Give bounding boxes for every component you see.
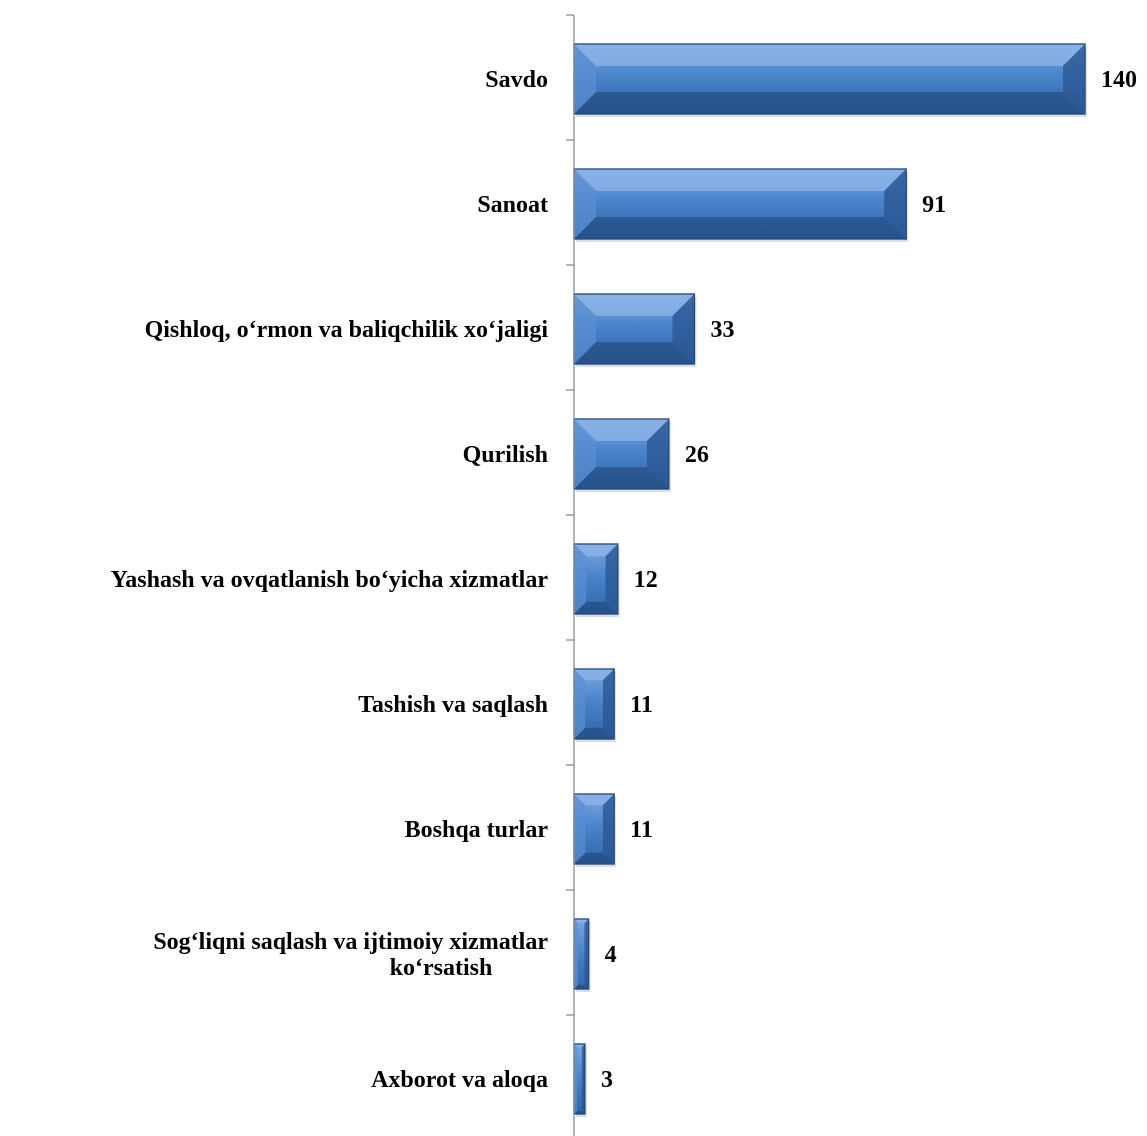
data-label: 11	[630, 692, 653, 718]
category-label: Sanoat	[477, 192, 548, 218]
category-label: Tashish va saqlash	[358, 692, 548, 718]
data-label: 12	[634, 567, 658, 593]
category-label: Sog‘liqni saqlash va ijtimoiy xizmatlar k…	[153, 929, 548, 981]
bar	[573, 168, 909, 242]
bar	[573, 918, 591, 992]
data-label: 140	[1101, 67, 1137, 93]
bar	[573, 543, 620, 617]
data-labels: 140 91 33 26 12 11 11 4 3	[601, 67, 1137, 1093]
bar	[573, 43, 1087, 117]
data-label: 3	[601, 1067, 613, 1093]
category-label: Yashash va ovqatlanish bo‘yicha xizmatla…	[111, 567, 549, 593]
bar	[573, 793, 617, 867]
category-label: Boshqa turlar	[405, 817, 549, 843]
data-label: 4	[605, 942, 617, 968]
category-label: Axborot va aloqa	[371, 1067, 548, 1093]
category-label: Qishloq, o‘rmon va baliqchilik xo‘jaligi	[145, 317, 549, 343]
bars	[573, 43, 1087, 1117]
category-label: Qurilish	[463, 442, 548, 468]
data-label: 33	[710, 317, 734, 343]
category-labels: Savdo Sanoat Qishloq, o‘rmon va baliqchili…	[111, 67, 549, 1093]
data-label: 11	[630, 817, 653, 843]
category-axis	[566, 14, 575, 1136]
category-label: Savdo	[485, 67, 548, 93]
bar	[573, 418, 671, 492]
data-label: 26	[685, 442, 709, 468]
bar	[573, 1043, 587, 1117]
bar	[573, 293, 697, 367]
bar	[573, 668, 617, 742]
data-label: 91	[922, 192, 946, 218]
